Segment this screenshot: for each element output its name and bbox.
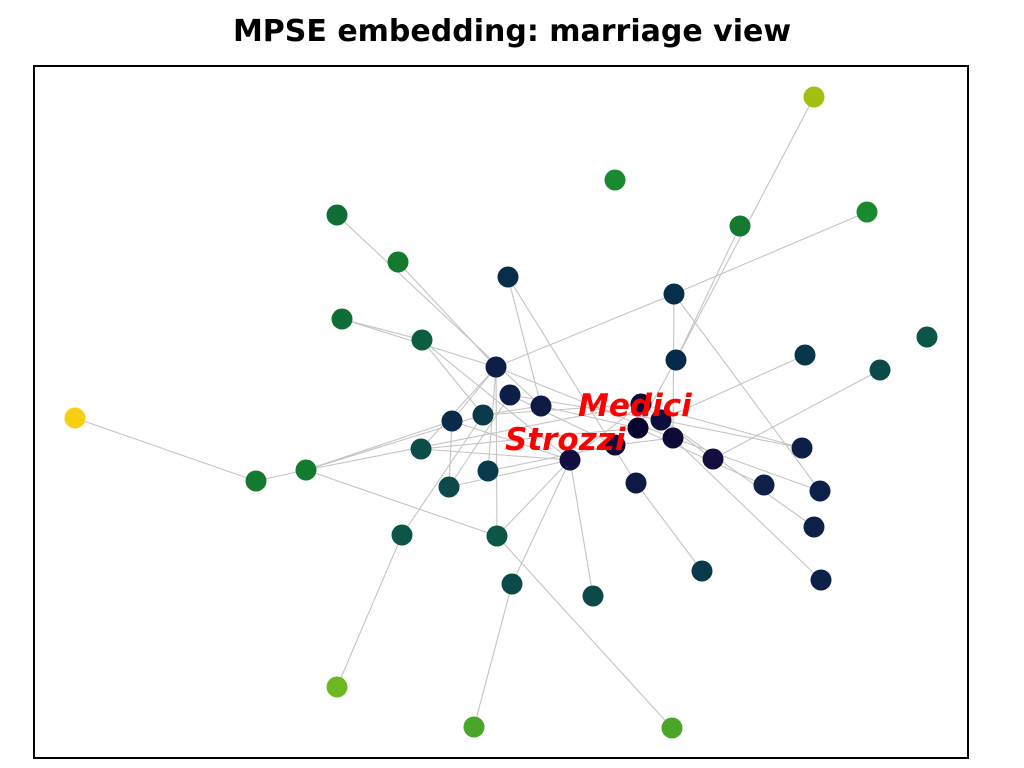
node-layer bbox=[64, 86, 938, 739]
edge-25 bbox=[420, 366, 497, 450]
node-17 bbox=[530, 395, 552, 417]
edge-33 bbox=[420, 448, 571, 461]
node-36 bbox=[245, 470, 267, 492]
edge-42 bbox=[569, 459, 594, 597]
node-37 bbox=[391, 524, 413, 546]
edge-10 bbox=[495, 293, 675, 368]
node-7 bbox=[411, 329, 433, 351]
node-32 bbox=[753, 474, 775, 496]
edge-layer bbox=[74, 96, 881, 729]
edge-2 bbox=[675, 225, 741, 361]
edge-55 bbox=[451, 366, 497, 422]
edge-56 bbox=[421, 339, 571, 461]
node-14 bbox=[64, 407, 86, 429]
edge-20 bbox=[305, 403, 642, 471]
node-15 bbox=[485, 356, 507, 378]
edge-28 bbox=[509, 394, 616, 446]
edge-46 bbox=[635, 482, 703, 572]
edge-37 bbox=[637, 427, 765, 486]
edge-22 bbox=[336, 534, 403, 688]
edge-30 bbox=[482, 403, 642, 416]
node-27 bbox=[702, 448, 724, 470]
node-33 bbox=[809, 480, 831, 502]
edge-52 bbox=[640, 403, 803, 449]
node-10 bbox=[665, 349, 687, 371]
node-16 bbox=[499, 384, 521, 406]
edge-48 bbox=[473, 583, 513, 728]
node-8 bbox=[497, 266, 519, 288]
node-29 bbox=[477, 460, 499, 482]
node-3 bbox=[856, 201, 878, 223]
node-42 bbox=[810, 569, 832, 591]
edge-23 bbox=[401, 414, 484, 536]
edge-14 bbox=[660, 354, 806, 421]
node-12 bbox=[916, 326, 938, 348]
node-40 bbox=[582, 585, 604, 607]
label-medici: Medici bbox=[578, 388, 692, 424]
node-28 bbox=[791, 437, 813, 459]
node-34 bbox=[803, 516, 825, 538]
node-44 bbox=[463, 716, 485, 738]
edge-40 bbox=[496, 459, 571, 537]
node-38 bbox=[486, 525, 508, 547]
edge-50 bbox=[495, 366, 498, 537]
edge-44 bbox=[487, 444, 616, 472]
node-26 bbox=[559, 449, 581, 471]
edge-1 bbox=[673, 211, 868, 295]
node-43 bbox=[326, 676, 348, 698]
plot-frame bbox=[33, 65, 969, 759]
edge-41 bbox=[511, 459, 571, 585]
node-1 bbox=[604, 169, 626, 191]
node-24 bbox=[662, 427, 684, 449]
edge-21 bbox=[305, 469, 498, 537]
edge-36 bbox=[660, 419, 803, 449]
node-19 bbox=[441, 410, 463, 432]
edge-51 bbox=[448, 394, 511, 488]
node-30 bbox=[438, 476, 460, 498]
node-22 bbox=[650, 409, 672, 431]
label-strozzi: Strozzi bbox=[505, 422, 626, 458]
plot-title: MPSE embedding: marriage view bbox=[232, 14, 792, 49]
edge-12 bbox=[673, 293, 821, 492]
edge-18 bbox=[305, 420, 453, 471]
label-layer: Medici Strozzi bbox=[505, 388, 692, 458]
node-35 bbox=[295, 459, 317, 481]
node-25 bbox=[604, 434, 626, 456]
node-20 bbox=[410, 438, 432, 460]
node-23 bbox=[627, 417, 649, 439]
edge-13 bbox=[637, 359, 677, 429]
edge-7 bbox=[421, 339, 484, 416]
edge-45 bbox=[448, 459, 571, 488]
edge-47 bbox=[496, 535, 673, 729]
edge-3 bbox=[336, 214, 542, 407]
node-11 bbox=[794, 344, 816, 366]
node-45 bbox=[661, 717, 683, 739]
edge-5 bbox=[341, 318, 423, 341]
node-39 bbox=[501, 573, 523, 595]
edge-31 bbox=[448, 420, 453, 488]
edge-4 bbox=[397, 261, 497, 368]
edge-16 bbox=[74, 417, 257, 482]
node-21 bbox=[630, 393, 652, 415]
node-2 bbox=[729, 215, 751, 237]
edge-39 bbox=[672, 437, 822, 581]
node-41 bbox=[691, 560, 713, 582]
edge-8 bbox=[507, 276, 542, 407]
node-18 bbox=[472, 404, 494, 426]
node-9 bbox=[663, 283, 685, 305]
node-13 bbox=[869, 359, 891, 381]
node-4 bbox=[326, 204, 348, 226]
node-0 bbox=[803, 86, 825, 108]
edge-43 bbox=[569, 403, 642, 461]
node-31 bbox=[625, 472, 647, 494]
edge-34 bbox=[420, 427, 639, 450]
node-6 bbox=[331, 308, 353, 330]
edge-49 bbox=[660, 419, 714, 460]
node-5 bbox=[387, 251, 409, 273]
edge-15 bbox=[712, 369, 881, 460]
